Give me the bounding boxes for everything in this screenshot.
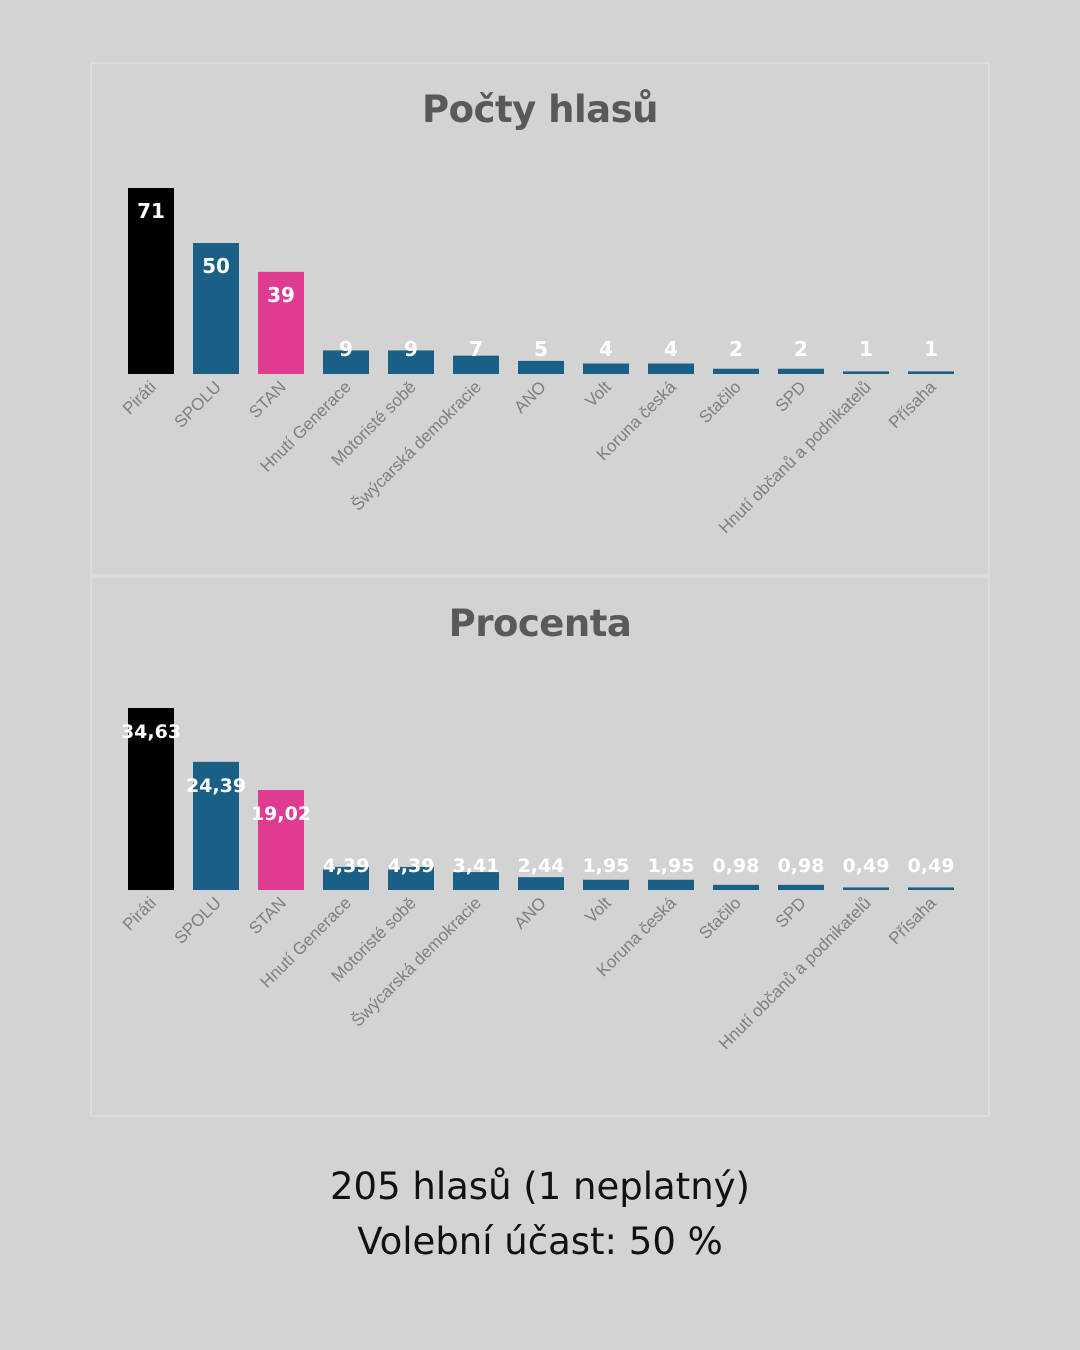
bar-9 [648, 363, 694, 374]
category-tick-label: Stačilo [695, 377, 745, 427]
category-tick-label: SPD [772, 377, 810, 415]
category-tick-label: STAN [245, 377, 290, 422]
category-tick-label: SPOLU [171, 893, 225, 947]
bar-3 [258, 271, 304, 374]
category-tick-label: ANO [510, 893, 549, 932]
bar-12 [843, 887, 889, 890]
bar-5 [388, 350, 434, 374]
chart-title: Počty hlasů [421, 88, 659, 131]
bar-10 [713, 884, 759, 890]
data-label: 1 [859, 337, 873, 361]
bar-10 [713, 368, 759, 374]
percent-chart-panel: Procenta 34,63 Piráti 24,39 SPOLU 19,02 STAN 4… [90, 576, 990, 1117]
data-label: 4 [599, 337, 613, 361]
bar-7 [518, 877, 564, 890]
total-votes-text: 205 hlasů (1 neplatný) [330, 1165, 750, 1208]
data-label: 9 [339, 337, 353, 361]
category-tick-label: Přísaha [885, 893, 940, 948]
category-tick-label: SPOLU [171, 377, 225, 431]
bar-6 [453, 872, 499, 890]
bar-4 [323, 866, 369, 890]
bar-5 [388, 866, 434, 890]
data-label: 4,39 [388, 855, 435, 877]
chart-title: Procenta [448, 602, 632, 645]
category-tick-label: Piráti [119, 377, 160, 418]
category-tick-label: Šwýcarská demokracie [348, 893, 485, 1030]
category-tick-label: Přísaha [885, 377, 940, 432]
bar-1 [128, 708, 174, 890]
data-label: 0,98 [778, 855, 825, 877]
bar-2 [193, 761, 239, 890]
bar-11 [778, 884, 824, 890]
data-label: 4,39 [323, 855, 370, 877]
data-label: 1 [924, 337, 938, 361]
bar-11 [778, 368, 824, 374]
percent-bar-chart: 34,63Piráti24,39SPOLU19,02STAN4,39Hnutí … [119, 708, 955, 1053]
bar-7 [518, 360, 564, 374]
category-tick-label: SPD [772, 893, 810, 931]
bar-4 [323, 350, 369, 374]
bar-8 [583, 363, 629, 374]
data-label: 2 [729, 337, 743, 361]
bar-13 [908, 371, 954, 374]
bar-3 [258, 790, 304, 890]
data-label: 24,39 [186, 775, 246, 797]
bar-1 [128, 188, 174, 374]
votes-chart-panel: Počty hlasů 71 Piráti 50 SPOLU 39 STAN 9 Hnutí … [90, 62, 990, 576]
data-label: 50 [202, 254, 230, 278]
bar-9 [648, 879, 694, 890]
data-label: 7 [469, 337, 483, 361]
bar-8 [583, 879, 629, 890]
data-label: 3,41 [453, 855, 500, 877]
bar-2 [193, 243, 239, 374]
data-label: 71 [137, 199, 165, 223]
data-label: 5 [534, 337, 548, 361]
category-tick-label: Šwýcarská demokracie [348, 377, 485, 514]
category-tick-label: Volt [581, 893, 615, 927]
data-label: 2 [794, 337, 808, 361]
data-label: 34,63 [121, 721, 181, 743]
category-tick-label: ANO [510, 377, 549, 416]
data-label: 9 [404, 337, 418, 361]
category-tick-label: Piráti [119, 893, 160, 934]
data-label: 1,95 [648, 855, 695, 877]
data-label: 19,02 [251, 803, 311, 825]
data-label: 2,44 [518, 855, 565, 877]
category-tick-label: Stačilo [695, 893, 745, 943]
data-label: 0,49 [908, 855, 955, 877]
category-tick-label: STAN [245, 893, 290, 938]
data-label: 0,98 [713, 855, 760, 877]
turnout-text: Volební účast: 50 % [357, 1220, 723, 1263]
bar-13 [908, 887, 954, 890]
data-label: 0,49 [843, 855, 890, 877]
bar-12 [843, 371, 889, 374]
data-label: 39 [267, 283, 295, 307]
data-label: 1,95 [583, 855, 630, 877]
data-label: 4 [664, 337, 678, 361]
category-tick-label: Volt [581, 377, 615, 411]
bar-6 [453, 355, 499, 374]
